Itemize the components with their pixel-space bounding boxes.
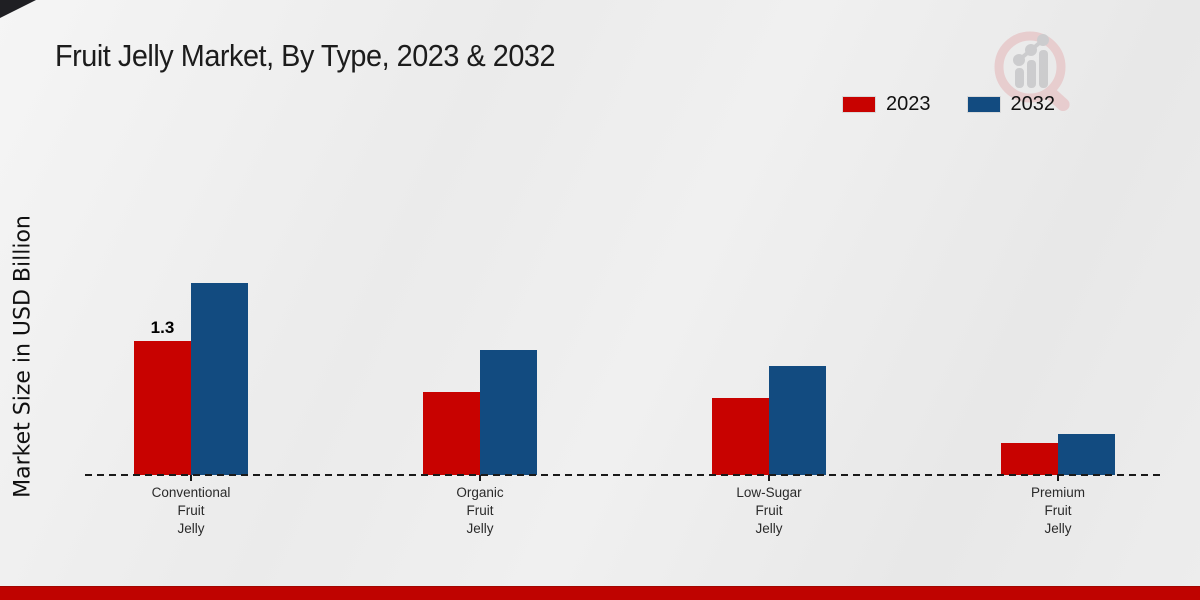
chart-legend: 2023 2032 xyxy=(842,93,1062,116)
category-label-premium-fruit-jelly: Premium Fruit Jelly xyxy=(1030,485,1085,537)
x-axis-tick-conventional-fruit-jelly xyxy=(190,475,192,481)
legend-item-2032: 2032 xyxy=(966,93,1056,116)
chart-title: Fruit Jelly Market, By Type, 2023 & 2032 xyxy=(55,38,556,73)
bar-2032-organic-fruit-jelly xyxy=(480,350,537,475)
bar-2023-organic-fruit-jelly xyxy=(423,392,480,475)
x-axis-tick-premium-fruit-jelly xyxy=(1057,475,1059,481)
bar-2023-low-sugar-fruit-jelly xyxy=(712,398,769,475)
bar-2023-premium-fruit-jelly xyxy=(1001,443,1058,475)
bar-2032-low-sugar-fruit-jelly xyxy=(769,366,826,475)
bar-2032-conventional-fruit-jelly xyxy=(191,283,248,475)
legend-label-2023: 2023 xyxy=(886,93,931,115)
corner-accent xyxy=(0,0,36,18)
x-axis-line xyxy=(85,474,1163,476)
legend-item-2023: 2023 xyxy=(842,93,931,116)
x-axis-tick-low-sugar-fruit-jelly xyxy=(768,475,770,481)
category-label-low-sugar-fruit-jelly: Low-Sugar Fruit Jelly xyxy=(736,485,802,537)
x-axis-tick-organic-fruit-jelly xyxy=(479,475,481,481)
footer-red-band xyxy=(0,586,1200,600)
bar-value-label-2023-conventional-fruit-jelly: 1.3 xyxy=(150,318,175,337)
legend-label-2032: 2032 xyxy=(1010,93,1056,115)
category-label-conventional-fruit-jelly: Conventional Fruit Jelly xyxy=(151,485,231,537)
legend-swatch-2023 xyxy=(842,96,876,113)
category-label-organic-fruit-jelly: Organic Fruit Jelly xyxy=(456,485,504,537)
bar-2023-conventional-fruit-jelly xyxy=(134,341,191,475)
brand-logo-icon xyxy=(994,31,1070,112)
bar-2032-premium-fruit-jelly xyxy=(1058,434,1115,475)
legend-swatch-2032 xyxy=(966,96,1001,113)
